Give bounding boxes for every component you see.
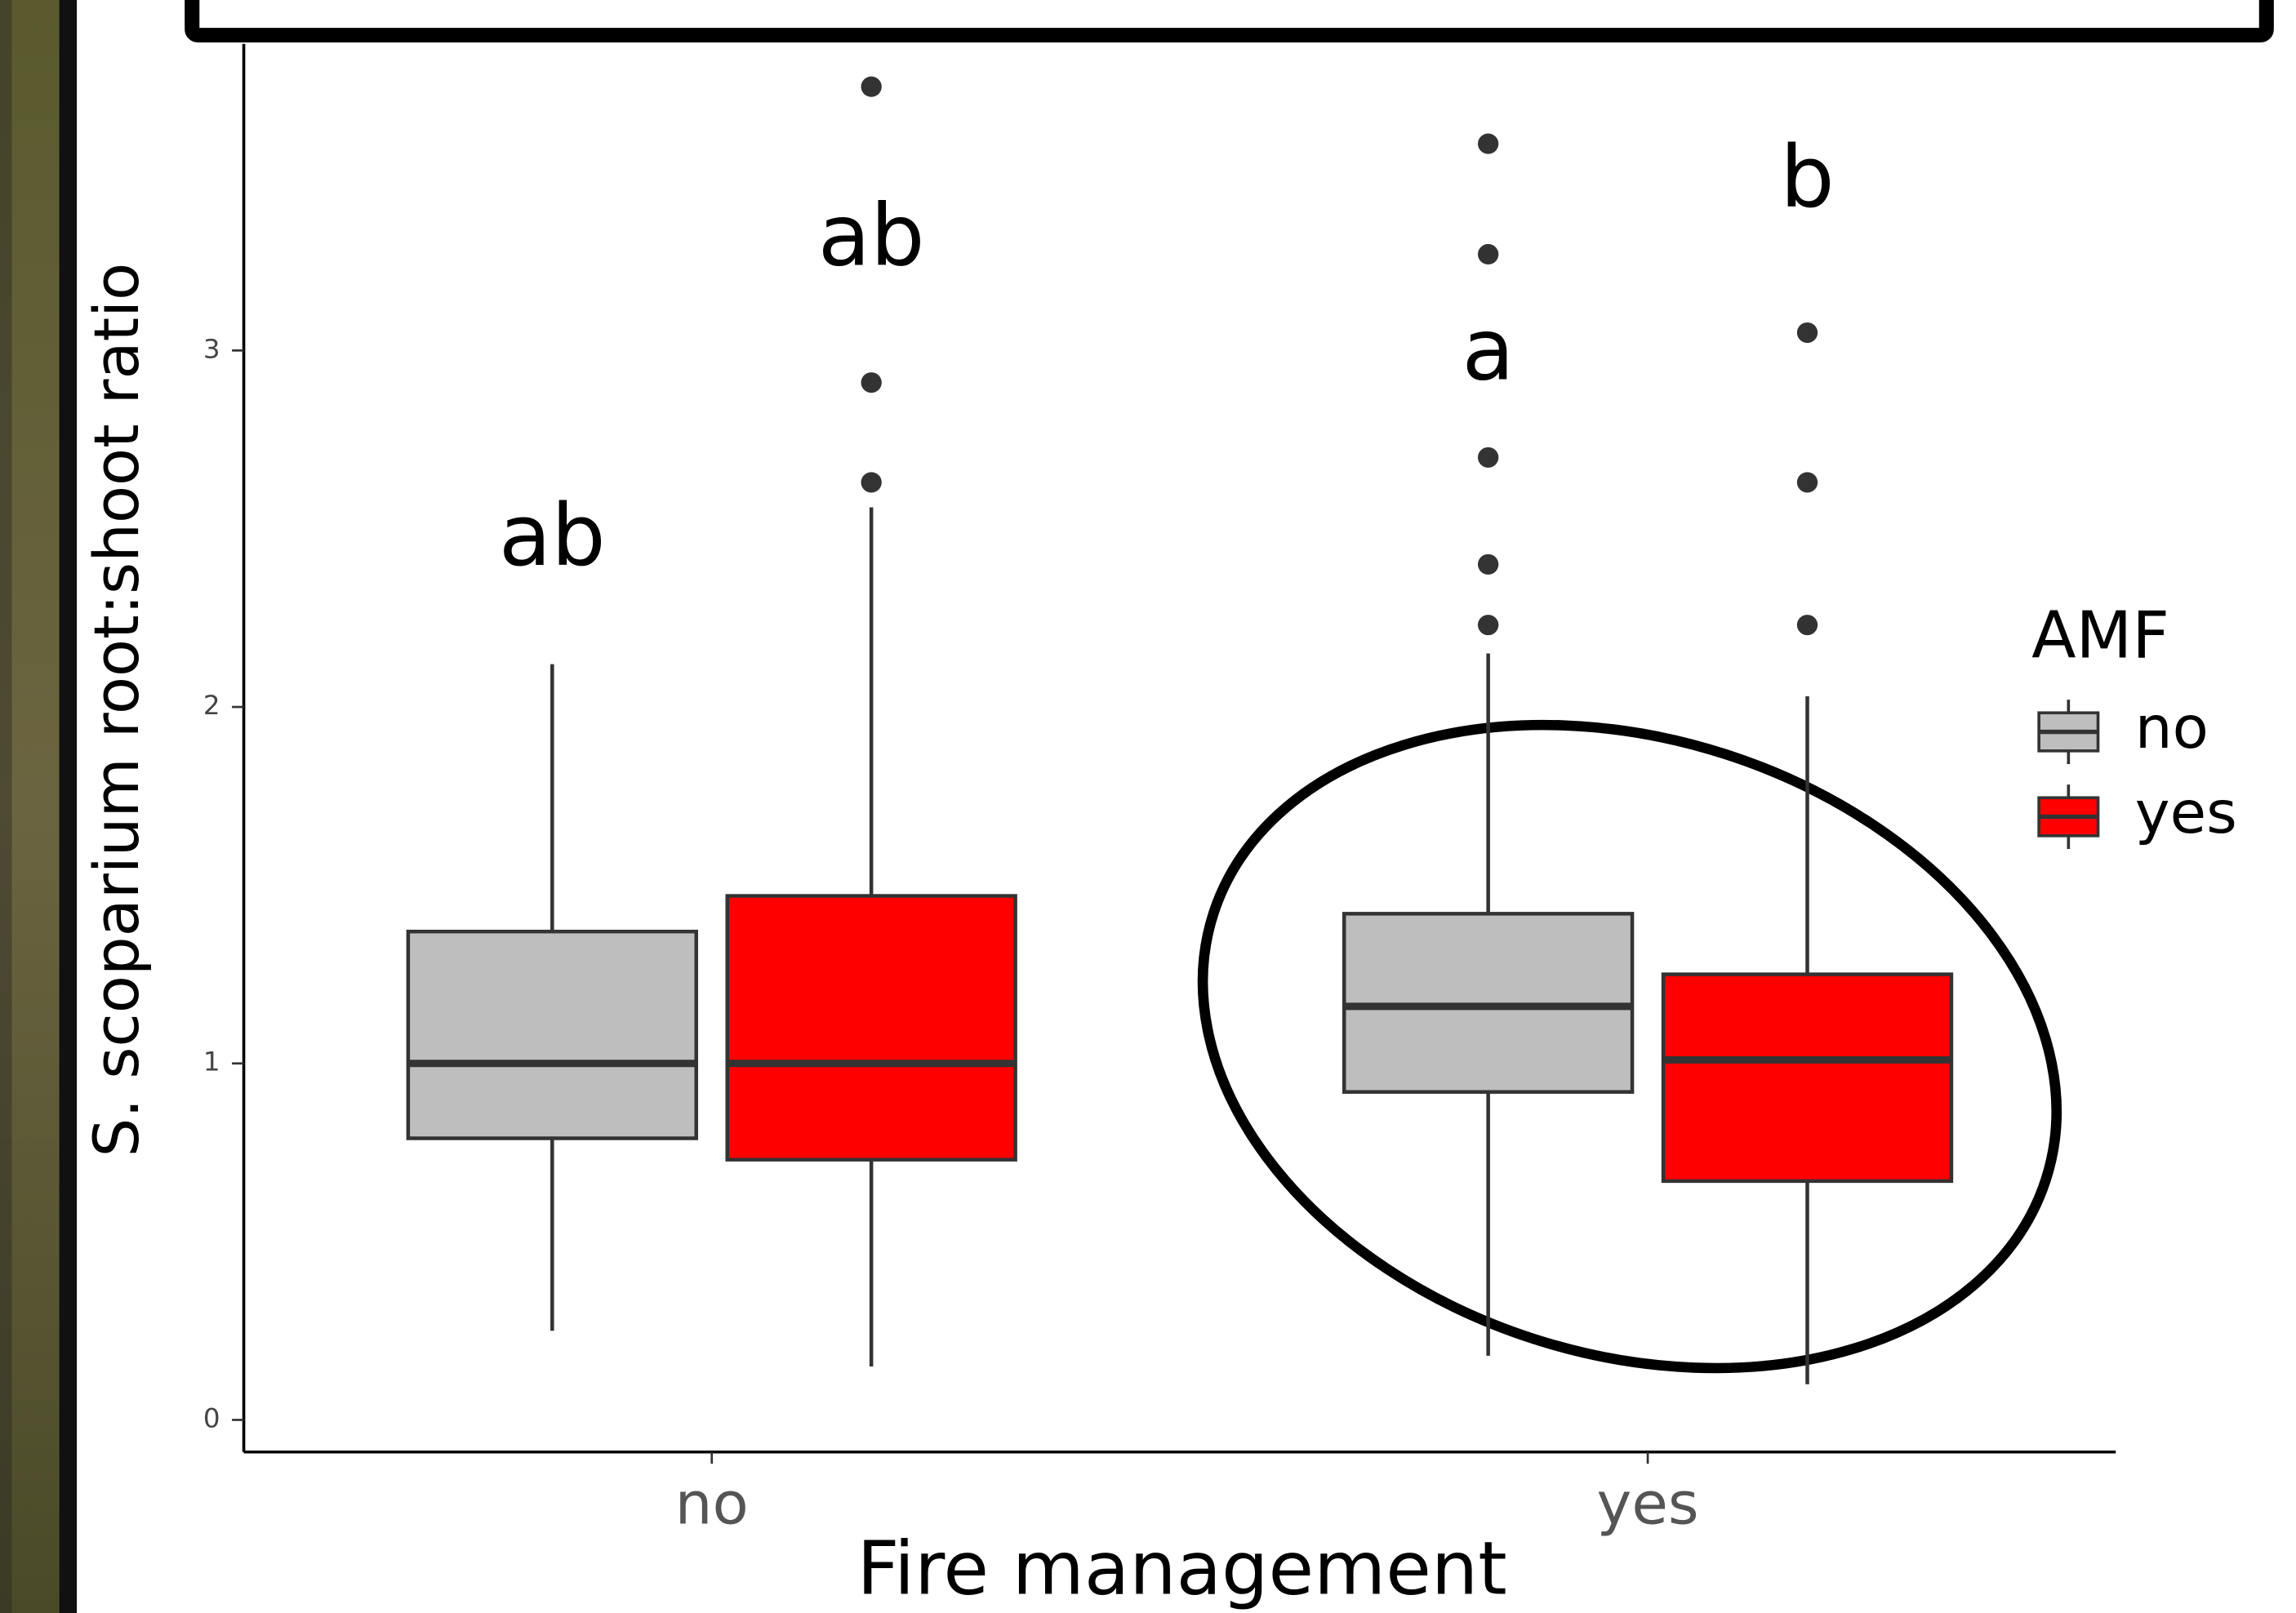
box	[728, 896, 1016, 1160]
outlier	[1478, 447, 1498, 468]
y-tick-label: 1	[203, 1046, 220, 1078]
top-banner	[192, 0, 2267, 35]
significance-letter: a	[1462, 300, 1514, 399]
outlier	[1478, 554, 1498, 575]
box	[408, 931, 696, 1138]
frame-shadow	[0, 0, 11, 1613]
outlier	[1478, 134, 1498, 154]
y-tick-label: 2	[203, 690, 220, 721]
frame-edge	[59, 0, 77, 1613]
significance-letter: ab	[499, 487, 606, 585]
outlier	[1797, 472, 1818, 492]
outlier	[1478, 244, 1498, 264]
outlier	[861, 77, 882, 97]
outlier	[861, 472, 882, 492]
x-tick-label: yes	[1597, 1469, 1699, 1538]
outlier	[1797, 615, 1818, 635]
y-axis-title: S. scoparium root:shoot ratio	[81, 263, 153, 1158]
legend-title: AMF	[2031, 598, 2169, 673]
outlier	[1797, 322, 1818, 343]
outlier	[1478, 615, 1498, 635]
chart: S. scoparium root:shoot ratio Fire manag…	[0, 0, 2296, 1613]
significance-letter: ab	[818, 186, 925, 285]
legend-label: yes	[2135, 778, 2237, 846]
significance-letter: b	[1780, 127, 1835, 226]
x-tick-label: no	[675, 1469, 749, 1538]
y-tick-label: 0	[203, 1403, 220, 1434]
box	[1663, 975, 1951, 1181]
legend-label: no	[2135, 693, 2209, 762]
y-tick-label: 3	[203, 333, 220, 364]
page: {"chart_data": {"type": "boxplot", "x_la…	[0, 0, 2296, 1613]
outlier	[861, 372, 882, 393]
x-axis-title: Fire management	[857, 1526, 1507, 1612]
